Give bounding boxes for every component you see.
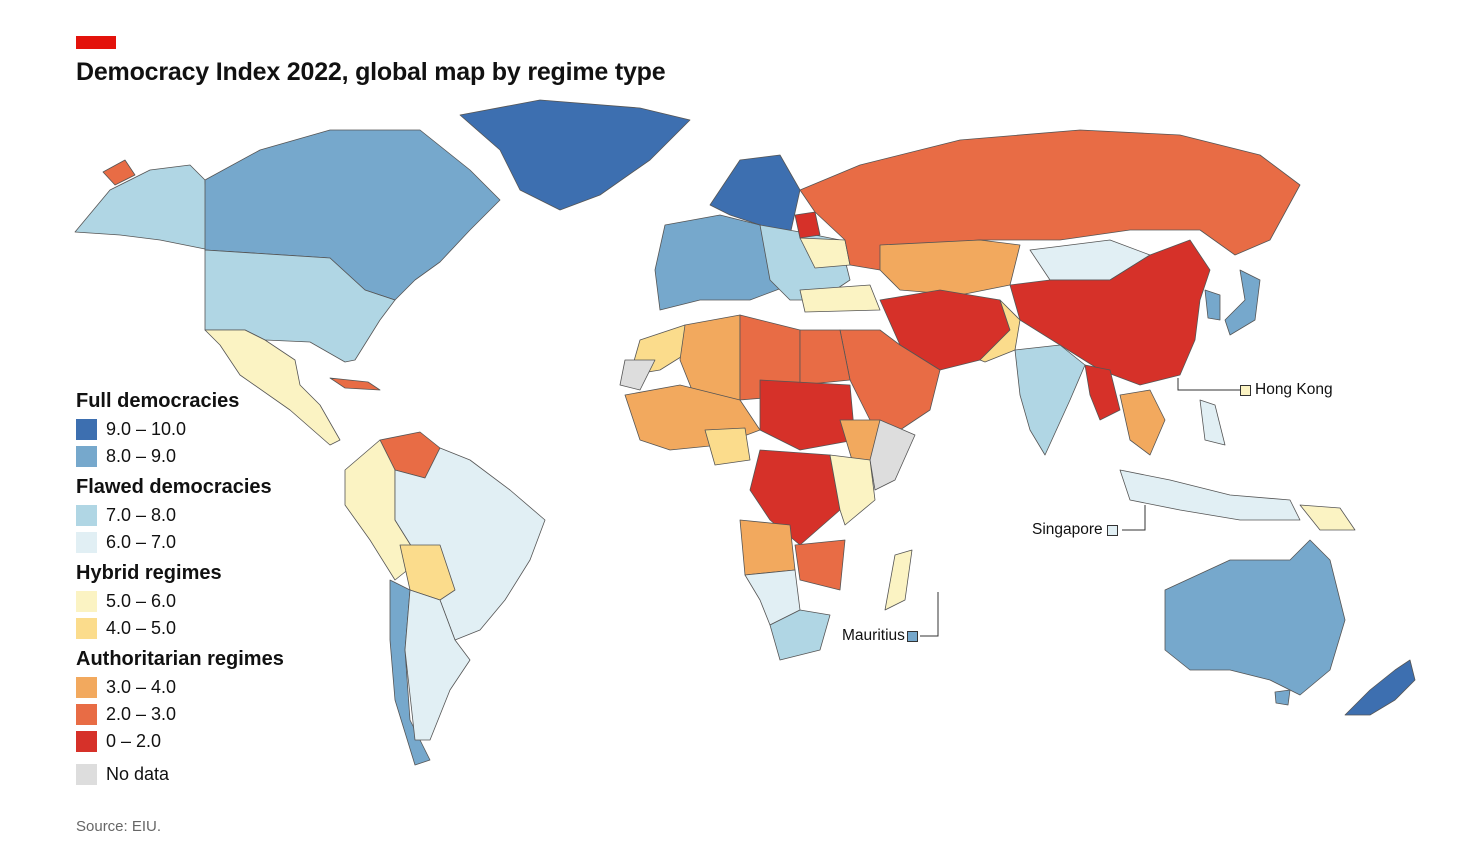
singapore-callout: Singapore	[1032, 521, 1118, 539]
legend-item: 0 – 2.0	[76, 728, 316, 755]
brand-red-tag	[76, 36, 116, 49]
region-chad-sudan	[759, 379, 856, 451]
legend-swatch	[76, 591, 97, 612]
mauritius-swatch	[906, 630, 918, 642]
region-indonesia	[1119, 469, 1301, 521]
legend-label: 4.0 – 5.0	[106, 618, 177, 638]
legend-item: 5.0 – 6.0	[76, 588, 316, 615]
singapore-swatch	[1106, 524, 1118, 536]
legend-label: 7.0 – 8.0	[106, 505, 177, 525]
legend-item: 3.0 – 4.0	[76, 674, 316, 701]
legend-heading: Flawed democracies	[76, 476, 272, 498]
legend-item: 6.0 – 7.0	[76, 529, 316, 556]
legend-swatch	[76, 618, 97, 639]
legend-swatch	[76, 677, 97, 698]
region-nordics	[709, 154, 801, 236]
legend-item-no-data: No data	[76, 761, 316, 788]
region-png	[1299, 504, 1356, 531]
region-belarus	[794, 211, 821, 239]
legend-item: 9.0 – 10.0	[76, 416, 316, 443]
legend-swatch	[76, 446, 97, 467]
region-egypt	[799, 329, 851, 386]
region-east-africa	[829, 454, 876, 526]
region-turkey	[799, 284, 881, 313]
region-somalia	[869, 419, 916, 491]
mauritius-callout: Mauritius	[842, 627, 918, 645]
legend-item: 8.0 – 9.0	[76, 443, 316, 470]
legend-label: 0 – 2.0	[106, 731, 162, 751]
map-title: Democracy Index 2022, global map by regi…	[76, 58, 666, 86]
hong-kong-leader	[1177, 378, 1240, 391]
legend-swatch	[76, 505, 97, 526]
legend-swatch	[76, 532, 97, 553]
legend-label: 9.0 – 10.0	[106, 419, 187, 439]
hong-kong-callout: Hong Kong	[1240, 381, 1333, 399]
legend-swatch	[76, 764, 97, 785]
region-china	[1009, 239, 1211, 386]
legend-swatch	[76, 704, 97, 725]
region-mexico	[204, 329, 341, 446]
region-madagascar	[884, 549, 913, 611]
region-pakistan	[979, 299, 1021, 363]
region-australia	[1164, 539, 1346, 696]
region-angola	[739, 519, 796, 576]
legend-swatch	[76, 419, 97, 440]
legend-label: 3.0 – 4.0	[106, 677, 177, 697]
legend-heading: Hybrid regimes	[76, 562, 222, 584]
legend-group-full: Full democracies 9.0 – 10.0 8.0 – 9.0	[76, 390, 316, 470]
region-bolivia	[399, 544, 456, 601]
legend-label: 2.0 – 3.0	[106, 704, 177, 724]
legend-swatch	[76, 731, 97, 752]
region-greenland	[459, 99, 691, 211]
legend: Full democracies 9.0 – 10.0 8.0 – 9.0 Fl…	[76, 390, 316, 788]
region-alaska	[74, 164, 211, 251]
region-argentina	[404, 589, 471, 741]
region-india	[1014, 344, 1086, 456]
source-note: Source: EIU.	[76, 818, 162, 835]
legend-label: 5.0 – 6.0	[106, 591, 177, 611]
region-russia	[799, 129, 1301, 271]
region-arabia	[839, 329, 941, 431]
region-new-zealand	[1344, 659, 1416, 716]
region-myanmar	[1084, 364, 1121, 421]
legend-group-hybrid: Hybrid regimes 5.0 – 6.0 4.0 – 5.0	[76, 562, 316, 642]
legend-heading: Authoritarian regimes	[76, 648, 284, 670]
legend-label: 8.0 – 9.0	[106, 446, 177, 466]
legend-group-authoritarian: Authoritarian regimes 3.0 – 4.0 2.0 – 3.…	[76, 648, 316, 755]
region-indochina	[1119, 389, 1166, 456]
region-mozambique	[794, 539, 846, 591]
legend-label: No data	[106, 764, 170, 784]
region-south-africa	[769, 609, 831, 661]
region-western-europe	[654, 214, 791, 311]
region-cuba	[329, 377, 381, 391]
mauritius-leader	[920, 592, 939, 637]
region-philippines	[1199, 399, 1226, 446]
legend-heading: Full democracies	[76, 390, 240, 412]
legend-group-flawed: Flawed democracies 7.0 – 8.0 6.0 – 7.0	[76, 476, 316, 556]
hong-kong-label: Hong Kong	[1255, 381, 1333, 398]
hong-kong-swatch	[1240, 384, 1251, 396]
singapore-label: Singapore	[1032, 521, 1103, 538]
region-kazakhstan	[879, 239, 1021, 296]
legend-item: 7.0 – 8.0	[76, 502, 316, 529]
region-nigeria	[704, 427, 751, 466]
mauritius-label: Mauritius	[842, 627, 905, 644]
region-korea	[1204, 289, 1221, 321]
legend-label: 6.0 – 7.0	[106, 532, 177, 552]
legend-item: 4.0 – 5.0	[76, 615, 316, 642]
region-tasmania	[1274, 689, 1291, 706]
region-western-sahara	[619, 359, 656, 391]
region-japan	[1224, 269, 1261, 336]
region-chukotka	[102, 159, 136, 186]
legend-item: 2.0 – 3.0	[76, 701, 316, 728]
singapore-leader	[1122, 505, 1146, 531]
